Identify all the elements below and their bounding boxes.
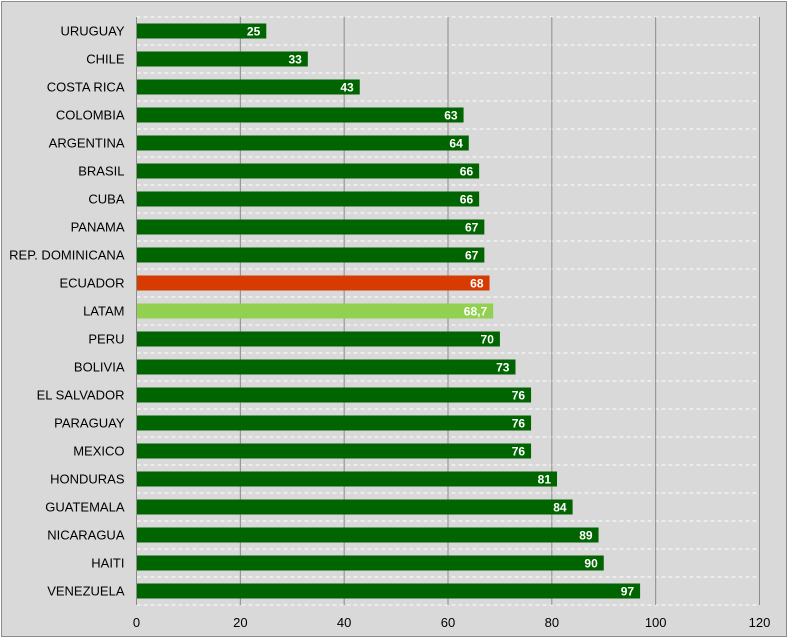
bar-honduras	[137, 471, 558, 487]
value-label-costa-rica: 43	[340, 81, 354, 95]
value-label-argentina: 64	[449, 137, 463, 151]
category-label-ecuador: ECUADOR	[59, 276, 124, 291]
value-label-ecuador: 68	[470, 277, 484, 291]
bar-chile	[137, 51, 308, 67]
bar-uruguay	[137, 23, 267, 39]
x-tick-label-20: 20	[233, 615, 247, 630]
bar-peru	[137, 331, 500, 347]
category-label-haiti: HAITI	[91, 556, 124, 571]
category-label-mexico: MEXICO	[73, 444, 124, 459]
bar-paraguay	[137, 415, 532, 431]
value-label-mexico: 76	[512, 445, 526, 459]
bar-panama	[137, 219, 485, 235]
category-label-panama: PANAMA	[71, 220, 125, 235]
category-label-el-salvador: EL SALVADOR	[37, 388, 125, 403]
value-label-latam: 68,7	[464, 305, 488, 319]
bar-el-salvador	[137, 387, 532, 403]
x-tick-label-40: 40	[337, 615, 351, 630]
value-label-paraguay: 76	[512, 417, 526, 431]
bars-group	[137, 23, 641, 599]
value-label-panama: 67	[465, 221, 479, 235]
x-tick-label-120: 120	[749, 615, 771, 630]
value-label-el-salvador: 76	[512, 389, 526, 403]
x-tick-label-80: 80	[545, 615, 559, 630]
bar-bolivia	[137, 359, 516, 375]
category-label-colombia: COLOMBIA	[56, 108, 125, 123]
value-label-honduras: 81	[538, 473, 552, 487]
bar-venezuela	[137, 583, 641, 599]
value-label-bolivia: 73	[496, 361, 510, 375]
value-label-nicaragua: 89	[579, 529, 593, 543]
bar-mexico	[137, 443, 532, 459]
value-label-haiti: 90	[584, 557, 598, 571]
value-label-chile: 33	[288, 53, 302, 67]
x-axis-tick-labels: 0 20 40 60 80 100 120	[133, 615, 770, 630]
value-label-brasil: 66	[460, 165, 474, 179]
bar-argentina	[137, 135, 469, 151]
value-label-uruguay: 25	[247, 25, 261, 39]
bar-brasil	[137, 163, 480, 179]
value-label-rep-dominicana: 67	[465, 249, 479, 263]
category-label-peru: PERU	[88, 332, 124, 347]
x-tick-label-100: 100	[645, 615, 667, 630]
category-label-bolivia: BOLIVIA	[74, 360, 125, 375]
category-labels: URUGUAY CHILE COSTA RICA COLOMBIA ARGENTINA B…	[9, 24, 125, 599]
category-label-latam: LATAM	[83, 304, 124, 319]
x-tick-label-0: 0	[133, 615, 140, 630]
category-label-paraguay: PARAGUAY	[54, 416, 125, 431]
bar-guatemala	[137, 499, 573, 515]
bar-costa-rica	[137, 79, 360, 95]
category-label-rep-dominicana: REP. DOMINICANA	[9, 248, 125, 263]
category-label-nicaragua: NICARAGUA	[47, 528, 125, 543]
value-labels: 2533436364666667676868,77073767676818489…	[247, 25, 634, 599]
category-label-venezuela: VENEZUELA	[47, 584, 125, 599]
bar-latam	[137, 303, 494, 319]
category-label-guatemala: GUATEMALA	[45, 500, 125, 515]
bar-colombia	[137, 107, 464, 123]
value-label-peru: 70	[481, 333, 495, 347]
bar-cuba	[137, 191, 480, 207]
category-label-cuba: CUBA	[88, 192, 124, 207]
bar-rep-dominicana	[137, 247, 485, 263]
x-tick-label-60: 60	[441, 615, 455, 630]
category-label-brasil: BRASIL	[78, 164, 124, 179]
bar-nicaragua	[137, 527, 599, 543]
value-label-cuba: 66	[460, 193, 474, 207]
bar-haiti	[137, 555, 604, 571]
value-label-venezuela: 97	[621, 585, 635, 599]
value-label-colombia: 63	[444, 109, 458, 123]
value-label-guatemala: 84	[553, 501, 567, 515]
category-label-chile: CHILE	[86, 52, 125, 67]
category-label-honduras: HONDURAS	[50, 472, 125, 487]
category-label-costa-rica: COSTA RICA	[47, 80, 125, 95]
category-label-uruguay: URUGUAY	[60, 24, 124, 39]
bar-ecuador	[137, 275, 490, 291]
category-label-argentina: ARGENTINA	[49, 136, 125, 151]
